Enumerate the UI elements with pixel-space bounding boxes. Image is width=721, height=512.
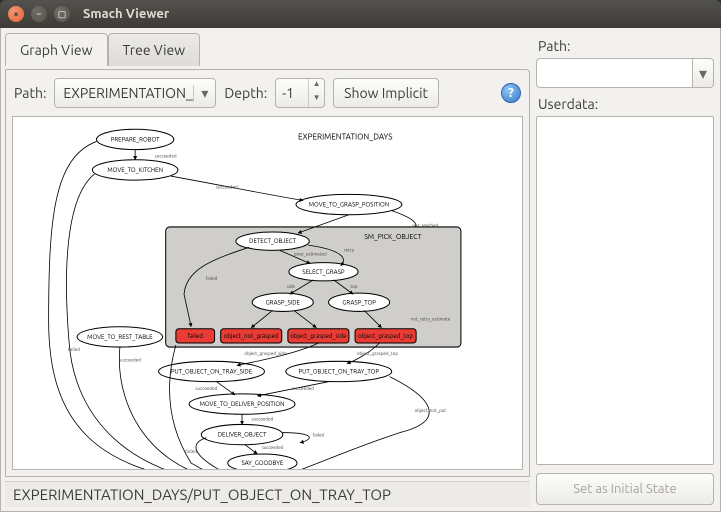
client-area: Graph View Tree View Path: EXPERIMENTATI…: [0, 28, 721, 512]
svg-text:succeeded: succeeded: [155, 153, 177, 159]
svg-text:pose_estimated: pose_estimated: [294, 250, 327, 256]
svg-text:succeeded: succeeded: [216, 183, 238, 189]
toolbar: Path: EXPERIMENTATION_D ▾ Depth: ▲▼ Show…: [6, 70, 529, 116]
svg-text:object_not_put: object_not_put: [415, 407, 447, 413]
state-machine-graph: EXPERIMENTATION_DAYS PREPARE_ROBOT MOVE_…: [13, 117, 522, 470]
side-path-input[interactable]: [536, 58, 692, 88]
side-path-label: Path:: [536, 34, 714, 54]
node-put-side: PUT_OBJECT_ON_TRAY_SIDE: [171, 369, 253, 376]
window-maximize-button[interactable]: ▢: [54, 6, 70, 22]
svg-text:object_grasped_top: object_grasped_top: [357, 350, 398, 356]
tab-graph-view[interactable]: Graph View: [5, 33, 108, 66]
tab-label: Graph View: [20, 42, 93, 58]
svg-text:succeeded: succeeded: [119, 356, 141, 362]
svg-text:failed: failed: [313, 432, 325, 438]
svg-text:succeeded: succeeded: [262, 444, 284, 450]
svg-text:object_grasped_top: object_grasped_top: [358, 333, 413, 340]
depth-input[interactable]: [276, 79, 308, 107]
svg-text:object_not_grasped: object_not_grasped: [224, 333, 279, 340]
svg-text:succeeded: succeeded: [252, 415, 274, 421]
depth-spinner[interactable]: ▲▼: [275, 78, 325, 108]
node-move-kitchen: MOVE_TO_KITCHEN: [107, 167, 163, 174]
node-move-grasp-pos: MOVE_TO_GRASP_POSITION: [309, 202, 389, 209]
graph-root-label: EXPERIMENTATION_DAYS: [298, 131, 392, 141]
node-grasp-side: GRASP_SIDE: [266, 299, 301, 306]
node-detect: DETECT_OBJECT: [249, 238, 296, 245]
window-minimize-button[interactable]: –: [31, 6, 47, 22]
svg-text:failed: failed: [206, 275, 218, 281]
spinner-arrows[interactable]: ▲▼: [308, 79, 324, 107]
status-text: EXPERIMENTATION_DAYS/PUT_OBJECT_ON_TRAY_…: [13, 486, 391, 503]
node-goodbye: SAY_GOODBYE: [242, 460, 284, 467]
graph-canvas[interactable]: EXPERIMENTATION_DAYS PREPARE_ROBOT MOVE_…: [12, 116, 523, 470]
window-titlebar: × – ▢ Smach Viewer: [0, 0, 721, 28]
help-icon[interactable]: ?: [501, 83, 521, 103]
node-deliver: DELIVER_OBJECT: [218, 432, 267, 439]
chevron-down-icon[interactable]: ▾: [692, 58, 714, 88]
right-pane: Path: ▾ Userdata: Set as Initial State: [534, 28, 720, 511]
button-label: Set as Initial State: [573, 482, 676, 496]
show-implicit-button[interactable]: Show Implicit: [333, 78, 439, 108]
svg-text:top: top: [350, 284, 357, 289]
depth-label: Depth:: [224, 85, 267, 101]
button-label: Show Implicit: [344, 85, 428, 101]
userdata-label: Userdata:: [536, 92, 714, 112]
node-move-deliver: MOVE_TO_DELIVER_POSITION: [200, 401, 285, 408]
svg-text:succeeded: succeeded: [196, 385, 218, 391]
tab-body: Path: EXPERIMENTATION_D ▾ Depth: ▲▼ Show…: [5, 69, 530, 477]
path-label: Path:: [14, 85, 46, 101]
svg-text:failed: failed: [185, 448, 197, 454]
window-close-button[interactable]: ×: [8, 6, 24, 22]
svg-text:succeeded: succeeded: [292, 385, 314, 391]
left-pane: Graph View Tree View Path: EXPERIMENTATI…: [1, 28, 534, 511]
svg-text:failed: failed: [187, 333, 203, 340]
node-prepare: PREPARE_ROBOT: [111, 136, 160, 143]
svg-text:object_grasped_side: object_grasped_side: [290, 333, 347, 340]
userdata-textbox[interactable]: [536, 116, 714, 465]
node-move-rest: MOVE_TO_REST_TABLE: [87, 334, 153, 341]
svg-text:side: side: [287, 283, 296, 289]
help-glyph: ?: [508, 86, 514, 100]
svg-text:not_retry_estimate: not_retry_estimate: [411, 317, 451, 322]
path-combo[interactable]: EXPERIMENTATION_D ▾: [54, 78, 216, 108]
node-put-top: PUT_OBJECT_ON_TRAY_TOP: [299, 369, 380, 376]
chevron-down-icon: ▾: [193, 85, 215, 102]
status-bar: EXPERIMENTATION_DAYS/PUT_OBJECT_ON_TRAY_…: [5, 481, 530, 507]
tab-tree-view[interactable]: Tree View: [108, 33, 201, 66]
node-select: SELECT_GRASP: [302, 269, 345, 276]
svg-text:object_grasped_side: object_grasped_side: [244, 350, 287, 356]
svg-text:retry: retry: [344, 247, 355, 252]
svg-text:failed: failed: [68, 346, 80, 352]
tab-label: Tree View: [123, 42, 186, 58]
window-title: Smach Viewer: [83, 7, 169, 21]
cluster-label: SM_PICK_OBJECT: [364, 233, 422, 241]
set-initial-state-button[interactable]: Set as Initial State: [536, 473, 714, 505]
view-tabs: Graph View Tree View: [5, 32, 530, 65]
path-combo-value: EXPERIMENTATION_D: [55, 79, 193, 107]
node-grasp-top: GRASP_TOP: [342, 299, 376, 306]
